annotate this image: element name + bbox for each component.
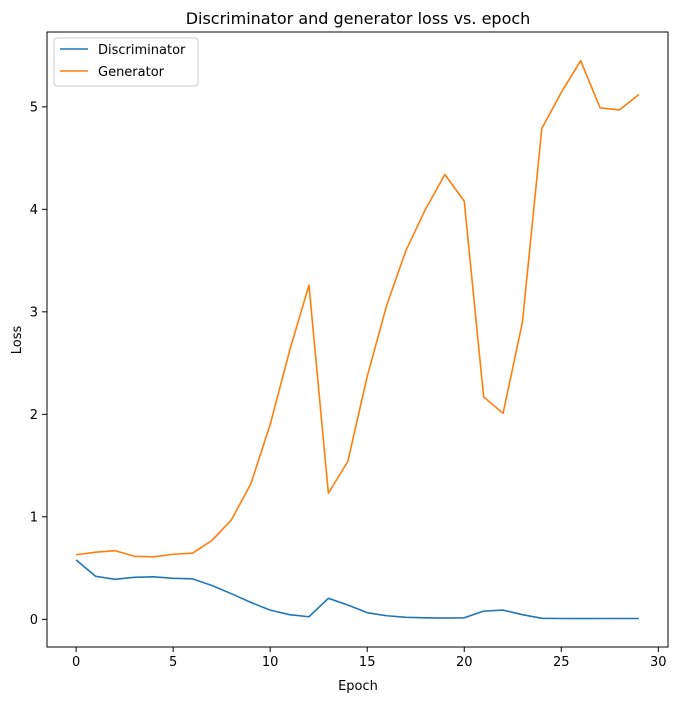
- plot-frame: [46, 31, 669, 648]
- y-tick-label: 0: [30, 613, 38, 628]
- series-line-generator: [76, 59, 640, 558]
- legend-label-discriminator: Discriminator: [98, 43, 186, 58]
- x-tick-label: 25: [553, 655, 570, 670]
- legend-box: [53, 37, 199, 87]
- x-tick-label: 15: [359, 655, 376, 670]
- x-tick-label: 30: [650, 655, 667, 670]
- x-axis: 0 5 10 15 20 25 30: [72, 647, 667, 670]
- x-axis-label: Epoch: [338, 679, 378, 694]
- y-axis-label: Loss: [10, 326, 25, 355]
- y-tick-label: 5: [30, 100, 38, 115]
- y-tick-label: 3: [30, 305, 38, 320]
- legend-label-generator: Generator: [98, 65, 165, 80]
- legend: Discriminator Generator: [53, 37, 199, 87]
- chart-title: Discriminator and generator loss vs. epo…: [186, 9, 531, 28]
- x-tick-label: 10: [262, 655, 279, 670]
- x-tick-label: 0: [72, 655, 80, 670]
- y-axis: 0 1 2 3 4 5: [30, 100, 47, 628]
- x-tick-label: 20: [456, 655, 473, 670]
- y-tick-label: 4: [30, 203, 38, 218]
- y-tick-label: 2: [30, 408, 38, 423]
- x-tick-label: 5: [169, 655, 177, 670]
- plot-lines: [75, 59, 640, 620]
- y-tick-label: 1: [30, 510, 38, 525]
- series-line-discriminator: [75, 559, 639, 620]
